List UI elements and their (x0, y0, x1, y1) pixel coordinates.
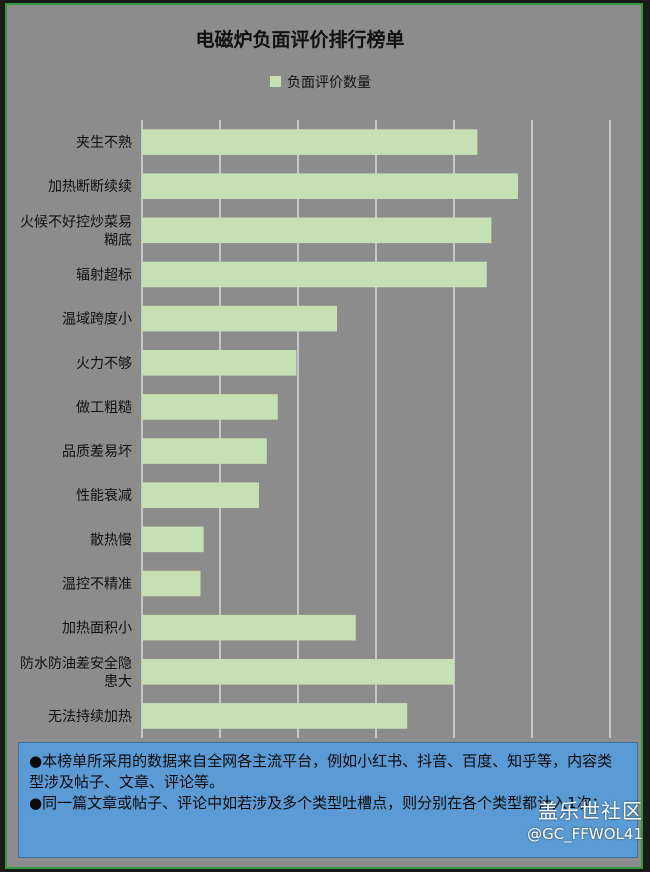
category-label-8: 性能衰减 (76, 487, 132, 504)
category-label-0: 夹生不熟 (76, 135, 132, 151)
note-2: ●同一篇文章或帖子、评论中如若涉及多个类型吐槽点，则分别在各个类型都计入1次； (29, 794, 607, 812)
legend-label: 负面评价数量 (287, 75, 371, 91)
bar-7 (142, 438, 267, 464)
category-label-7: 品质差易坏 (62, 444, 132, 460)
bar-9 (142, 526, 204, 553)
category-label-13: 无法持续加热 (48, 708, 132, 725)
bar-12 (142, 658, 454, 685)
category-label-4: 温域跨度小 (62, 312, 132, 328)
bar-13 (142, 703, 408, 729)
category-label-6: 做工粗糙 (76, 400, 132, 416)
legend-swatch (270, 76, 281, 87)
category-label-9: 散热慢 (90, 531, 132, 548)
bar-3 (142, 261, 487, 288)
category-label-1: 加热断断续续 (48, 178, 132, 195)
category-label-11: 加热面积小 (62, 621, 132, 637)
category-label-12: 防水防油差安全隐患大 (20, 655, 132, 690)
bar-1 (142, 173, 518, 200)
category-label-2: 火候不好控炒菜易糊底 (20, 214, 132, 248)
bar-6 (142, 394, 278, 420)
watermark-text: 盖乐世社区 (538, 799, 643, 823)
bar-2 (142, 217, 492, 244)
category-label-10: 温控不精准 (62, 577, 132, 593)
legend: 负面评价数量 (270, 75, 371, 91)
bar-5 (142, 349, 297, 376)
chart-title: 电磁炉负面评价排行榜单 (195, 28, 404, 51)
watermark: 盖乐世社区 @GC_FFWOL41 (498, 798, 643, 844)
gridlines (141, 120, 611, 738)
watermark-handle: @GC_FFWOL41 (527, 825, 643, 843)
category-labels: 夹生不熟加热断断续续火候不好控炒菜易糊底辐射超标温域跨度小火力不够做工粗糙品质差… (20, 135, 132, 725)
bars (142, 129, 518, 729)
bar-11 (142, 614, 356, 641)
category-label-3: 辐射超标 (76, 268, 132, 284)
bar-4 (142, 305, 337, 332)
note-1: ●本榜单所采用的数据来自全网各主流平台，例如小红书、抖音、百度、知乎等，内容类型… (29, 752, 613, 791)
category-label-5: 火力不够 (76, 356, 132, 372)
notes-box: ●本榜单所采用的数据来自全网各主流平台，例如小红书、抖音、百度、知乎等，内容类型… (18, 742, 638, 858)
bar-0 (142, 129, 478, 155)
bar-8 (142, 482, 259, 509)
bar-10 (142, 570, 201, 597)
